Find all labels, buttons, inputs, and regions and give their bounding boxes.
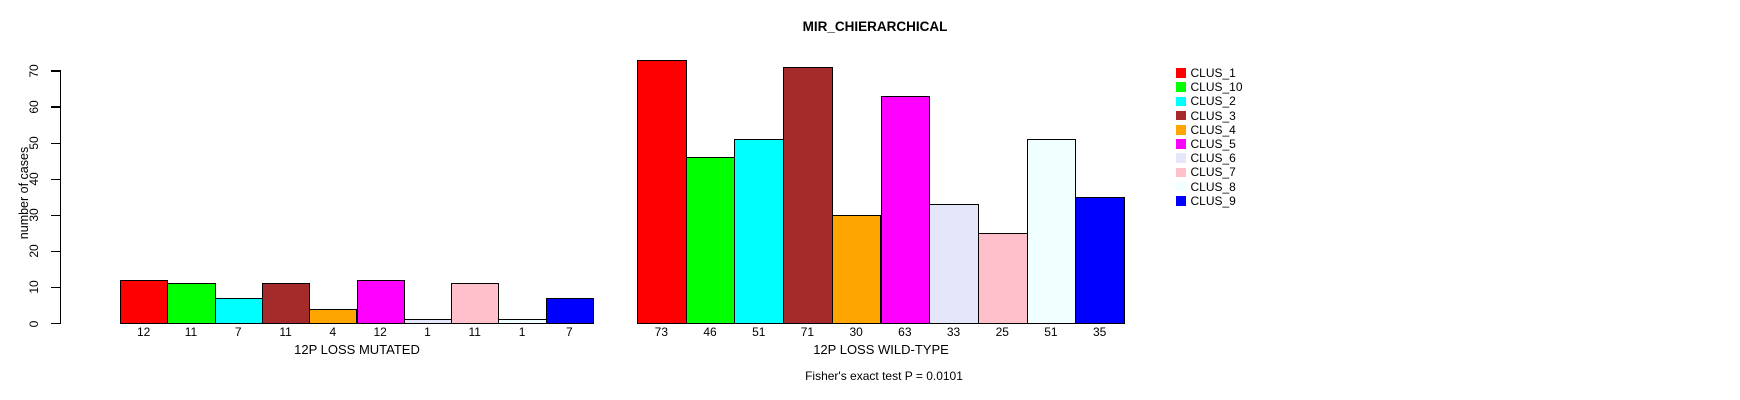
legend-item-clus_2: CLUS_2 bbox=[1176, 94, 1236, 108]
y-tick bbox=[51, 286, 61, 289]
legend-swatch-clus_9 bbox=[1176, 196, 1186, 206]
y-tick-label: 20 bbox=[27, 244, 41, 259]
bar-clus_3-group1 bbox=[261, 283, 311, 324]
bar-clus_10-group2 bbox=[685, 157, 736, 324]
bar-value-label: 33 bbox=[946, 325, 961, 339]
legend-item-clus_4: CLUS_4 bbox=[1176, 123, 1236, 137]
legend-label: CLUS_8 bbox=[1190, 179, 1236, 194]
bar-value-label: 7 bbox=[566, 325, 573, 339]
y-tick bbox=[51, 250, 61, 252]
legend-item-clus_3: CLUS_3 bbox=[1176, 109, 1236, 123]
bar-value-label: 46 bbox=[703, 325, 717, 339]
y-tick-label: 30 bbox=[27, 208, 41, 222]
bar-value-label: 11 bbox=[468, 325, 481, 339]
bar-value-label: 1 bbox=[424, 325, 431, 339]
bar-clus_7-group2 bbox=[977, 232, 1028, 324]
legend-label: CLUS_2 bbox=[1190, 94, 1236, 109]
legend-label: CLUS_9 bbox=[1190, 193, 1236, 208]
bar-clus_6-group2 bbox=[929, 203, 979, 324]
legend-swatch-clus_7 bbox=[1176, 167, 1186, 178]
bar-value-label: 11 bbox=[279, 325, 292, 339]
bar-clus_5-group1 bbox=[356, 279, 405, 324]
legend-label: CLUS_6 bbox=[1190, 151, 1236, 166]
y-axis-label: number of cases bbox=[17, 146, 31, 240]
bar-clus_4-group2 bbox=[831, 214, 882, 324]
bar-clus_3-group2 bbox=[783, 66, 833, 324]
bar-clus_1-group1 bbox=[120, 279, 169, 324]
bar-value-label: 73 bbox=[654, 325, 669, 339]
bar-value-label: 30 bbox=[849, 325, 863, 339]
y-tick bbox=[51, 178, 61, 180]
legend-label: CLUS_1 bbox=[1190, 66, 1236, 80]
y-tick bbox=[51, 322, 61, 325]
bar-clus_2-group1 bbox=[214, 297, 263, 324]
bar-clus_8-group1 bbox=[498, 319, 547, 324]
y-tick-label: 70 bbox=[27, 64, 41, 78]
bar-value-label: 12 bbox=[136, 325, 151, 339]
legend-label: CLUS_4 bbox=[1190, 122, 1236, 137]
legend-label: CLUS_5 bbox=[1190, 137, 1236, 151]
bar-value-label: 1 bbox=[518, 325, 526, 339]
bar-clus_5-group2 bbox=[880, 95, 931, 324]
y-tick bbox=[51, 214, 61, 216]
legend-label: CLUS_10 bbox=[1190, 80, 1243, 95]
legend-item-clus_10: CLUS_10 bbox=[1176, 80, 1243, 94]
bar-value-label: 12 bbox=[373, 325, 387, 339]
bar-clus_6-group1 bbox=[403, 319, 453, 324]
y-axis-line bbox=[60, 71, 62, 324]
bar-clus_1-group2 bbox=[637, 59, 687, 324]
bar-clus_7-group1 bbox=[451, 283, 500, 324]
fisher-test-annotation: Fisher's exact test P = 0.0101 bbox=[805, 369, 963, 383]
bar-value-label: 35 bbox=[1092, 325, 1107, 339]
legend-label: CLUS_7 bbox=[1190, 165, 1236, 180]
chart-title: MIR_CHIERARCHICAL bbox=[802, 19, 948, 34]
y-tick-label: 10 bbox=[27, 280, 41, 295]
bar-clus_9-group1 bbox=[545, 297, 594, 324]
legend-swatch-clus_8 bbox=[1176, 181, 1186, 192]
legend-swatch-clus_10 bbox=[1176, 82, 1186, 92]
bar-clus_8-group2 bbox=[1026, 139, 1077, 324]
bar-clus_2-group2 bbox=[734, 139, 785, 324]
legend-swatch-clus_4 bbox=[1176, 125, 1186, 135]
legend-item-clus_6: CLUS_6 bbox=[1176, 151, 1236, 165]
legend-item-clus_9: CLUS_9 bbox=[1176, 194, 1236, 208]
legend-item-clus_5: CLUS_5 bbox=[1176, 137, 1236, 151]
y-tick bbox=[51, 106, 61, 108]
bar-clus_4-group1 bbox=[309, 308, 358, 324]
x-axis-title-wildtype: 12P LOSS WILD-TYPE bbox=[813, 342, 949, 357]
y-tick bbox=[51, 142, 61, 144]
bar-value-label: 63 bbox=[898, 325, 912, 339]
y-tick-label: 60 bbox=[27, 100, 41, 114]
legend-item-clus_1: CLUS_1 bbox=[1176, 66, 1236, 80]
legend-label: CLUS_3 bbox=[1190, 108, 1236, 123]
legend-swatch-clus_5 bbox=[1176, 139, 1186, 149]
bar-value-label: 4 bbox=[329, 325, 337, 339]
legend-item-clus_8: CLUS_8 bbox=[1176, 180, 1236, 194]
bar-value-label: 25 bbox=[995, 325, 1009, 339]
legend-swatch-clus_2 bbox=[1176, 96, 1186, 107]
legend-swatch-clus_1 bbox=[1176, 68, 1186, 78]
y-tick-label: 0 bbox=[27, 320, 41, 327]
legend-swatch-clus_6 bbox=[1176, 153, 1186, 163]
bar-clus_9-group2 bbox=[1075, 196, 1125, 324]
y-tick bbox=[51, 70, 61, 72]
x-axis-title-mutated: 12P LOSS MUTATED bbox=[294, 342, 420, 357]
bar-value-label: 51 bbox=[752, 325, 766, 339]
bar-value-label: 71 bbox=[800, 325, 815, 339]
bar-value-label: 51 bbox=[1044, 325, 1058, 339]
bar-value-label: 7 bbox=[234, 325, 242, 339]
legend-item-clus_7: CLUS_7 bbox=[1176, 165, 1236, 179]
y-tick-label: 50 bbox=[27, 136, 41, 150]
legend-swatch-clus_3 bbox=[1176, 110, 1186, 121]
y-tick-label: 40 bbox=[27, 172, 41, 186]
bar-clus_10-group1 bbox=[167, 283, 216, 324]
bar-value-label: 11 bbox=[184, 325, 198, 339]
